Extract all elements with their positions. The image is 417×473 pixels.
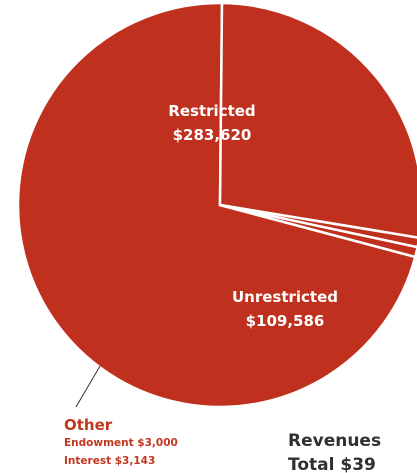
other-interest-label: Interest $3,143 — [64, 455, 155, 467]
other-title: Other — [64, 416, 113, 434]
unrestricted-value-label: $109,586 — [246, 312, 325, 330]
total-line-1: Revenues — [288, 431, 381, 451]
restricted-name-label: Restricted — [168, 102, 255, 120]
total-line-2: Total $39 — [288, 455, 376, 473]
pie-labels: Restricted $283,620 Unrestricted $109,58… — [168, 102, 338, 330]
pie-slice-unrestricted — [218, 1, 417, 239]
pie-slices — [16, 1, 417, 409]
pie-slice-restricted — [16, 1, 417, 409]
pie-slice-interest — [218, 203, 417, 259]
other-leader-line — [75, 365, 101, 408]
restricted-value-label: $283,620 — [173, 126, 252, 144]
other-endowment-label: Endowment $3,000 — [64, 437, 178, 449]
total-annotation: Revenues Total $39 — [288, 431, 381, 473]
unrestricted-name-label: Unrestricted — [232, 288, 338, 306]
other-annotation: Other Endowment $3,000 Interest $3,143 — [64, 416, 178, 467]
